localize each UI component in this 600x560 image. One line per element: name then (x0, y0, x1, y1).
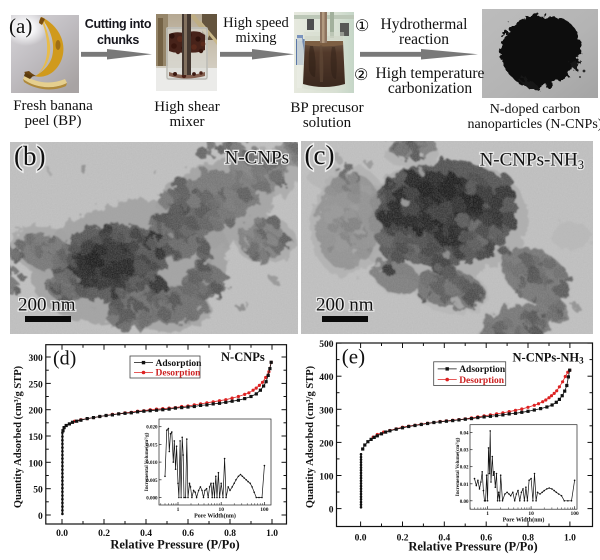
svg-text:0.2: 0.2 (98, 529, 110, 539)
svg-text:0.01: 0.01 (460, 483, 469, 488)
svg-text:1.0: 1.0 (564, 534, 576, 544)
svg-text:400: 400 (319, 373, 334, 383)
svg-text:Adsorption: Adsorption (156, 359, 203, 369)
svg-text:250: 250 (29, 380, 44, 390)
svg-text:100: 100 (319, 473, 334, 483)
svg-text:0.00: 0.00 (460, 500, 469, 505)
svg-text:Relative Pressure (P/Po): Relative Pressure (P/Po) (408, 540, 537, 554)
svg-text:Relative Pressure (P/Po): Relative Pressure (P/Po) (110, 538, 239, 552)
svg-text:Quantity Adsorbed (cm³/g STP): Quantity Adsorbed (cm³/g STP) (13, 365, 24, 508)
svg-text:100: 100 (570, 511, 579, 517)
svg-text:1: 1 (486, 511, 489, 517)
svg-text:0.010: 0.010 (146, 461, 158, 466)
svg-text:0.04: 0.04 (460, 432, 469, 437)
svg-text:Incremental Volume(cm³/g): Incremental Volume(cm³/g) (455, 437, 461, 496)
svg-text:0.000: 0.000 (146, 497, 158, 502)
svg-text:0.6: 0.6 (182, 529, 194, 539)
svg-text:N-CNPs: N-CNPs (225, 148, 289, 169)
svg-text:Adsorption: Adsorption (459, 365, 506, 375)
svg-text:0: 0 (329, 506, 334, 516)
svg-text:1.0: 1.0 (266, 529, 278, 539)
svg-text:(d): (d) (53, 348, 76, 370)
svg-text:200: 200 (319, 439, 334, 449)
svg-text:Desorption: Desorption (459, 376, 505, 386)
svg-text:100: 100 (29, 459, 44, 469)
svg-text:0.005: 0.005 (146, 479, 158, 484)
svg-text:N-CNPs-NH3: N-CNPs-NH3 (513, 351, 585, 366)
svg-text:150: 150 (29, 433, 44, 443)
svg-text:Incremental Volume(cm³/g): Incremental Volume(cm³/g) (144, 432, 150, 491)
svg-text:50: 50 (33, 486, 43, 496)
svg-text:0.2: 0.2 (397, 534, 409, 544)
svg-text:200 nm: 200 nm (18, 295, 76, 316)
svg-text:0.0: 0.0 (355, 534, 367, 544)
svg-text:10: 10 (218, 507, 224, 513)
svg-text:0.02: 0.02 (460, 466, 469, 471)
svg-text:0.4: 0.4 (438, 534, 450, 544)
svg-text:0.6: 0.6 (480, 534, 492, 544)
svg-text:0.015: 0.015 (146, 443, 158, 448)
svg-text:Quantity Adsorbed (cm³/g STP): Quantity Adsorbed (cm³/g STP) (305, 365, 316, 508)
svg-text:0.8: 0.8 (224, 529, 236, 539)
svg-text:300: 300 (319, 406, 334, 416)
svg-text:0.8: 0.8 (522, 534, 534, 544)
svg-text:500: 500 (319, 340, 334, 350)
svg-text:0: 0 (38, 512, 43, 522)
svg-text:N-CNPs-NH3: N-CNPs-NH3 (480, 150, 584, 173)
svg-text:10: 10 (528, 511, 534, 517)
svg-text:300: 300 (29, 354, 44, 364)
svg-text:Pore Width(nm): Pore Width(nm) (503, 517, 545, 524)
svg-text:100: 100 (260, 507, 269, 513)
svg-text:0.03: 0.03 (460, 449, 469, 454)
svg-text:(b): (b) (14, 142, 45, 171)
svg-text:0.020: 0.020 (146, 426, 158, 431)
svg-text:(c): (c) (305, 141, 335, 170)
svg-text:0.0: 0.0 (56, 529, 68, 539)
svg-text:200: 200 (29, 407, 44, 417)
svg-text:Pore Width(nm): Pore Width(nm) (194, 513, 236, 520)
svg-text:200 nm: 200 nm (316, 295, 374, 316)
svg-text:1: 1 (177, 507, 180, 513)
svg-text:N-CNPs: N-CNPs (221, 350, 265, 364)
svg-text:Desorption: Desorption (156, 369, 202, 379)
svg-text:0.4: 0.4 (140, 529, 152, 539)
svg-text:(e): (e) (342, 345, 365, 369)
